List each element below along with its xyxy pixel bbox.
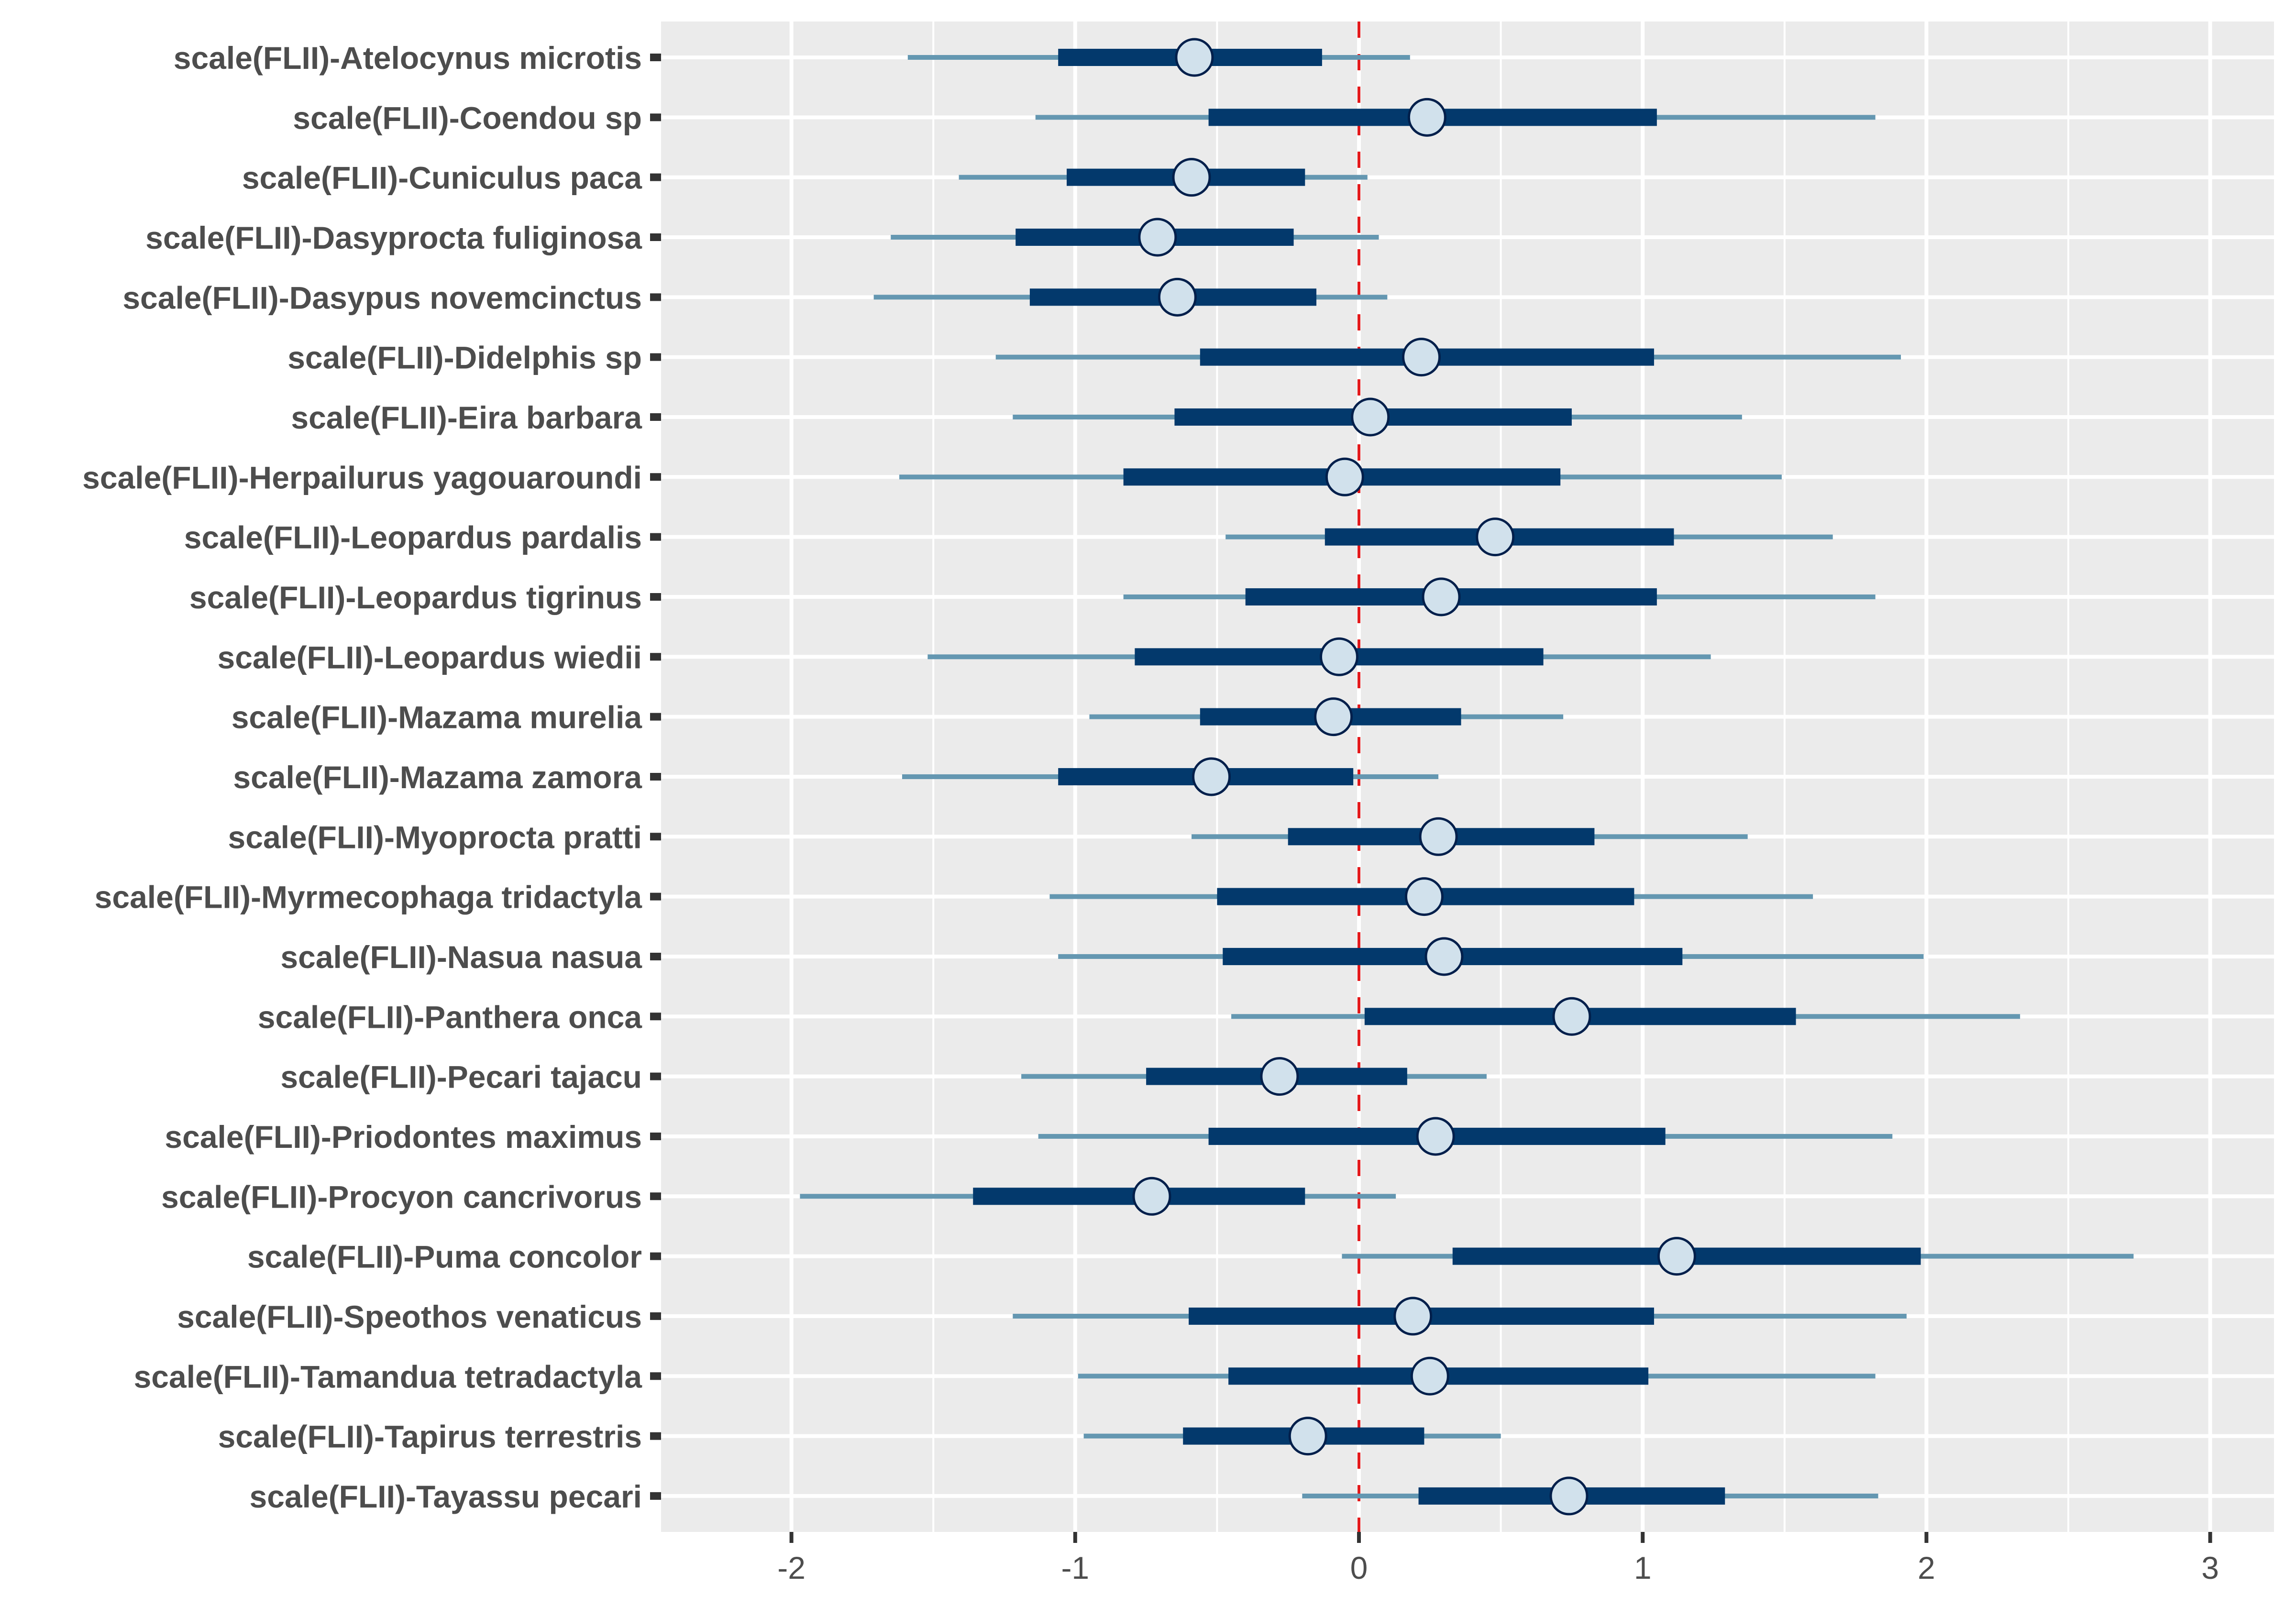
y-tick-label: scale(FLII)-Mazama murelia <box>232 700 643 735</box>
species-row <box>899 457 1782 496</box>
point-estimate <box>1132 1177 1171 1216</box>
y-tick-label: scale(FLII)-Panthera onca <box>258 999 643 1035</box>
y-tick-label: scale(FLII)-Speothos venaticus <box>177 1299 642 1334</box>
point-estimate <box>1424 937 1464 976</box>
point-estimate <box>1416 1117 1455 1156</box>
point-estimate <box>1419 817 1458 856</box>
x-tick-label: 3 <box>2201 1550 2219 1585</box>
x-tick-label: 0 <box>1350 1550 1368 1585</box>
y-tick-label: scale(FLII)-Tayassu pecari <box>250 1479 642 1514</box>
y-tick-label: scale(FLII)-Tapirus terrestris <box>218 1419 642 1454</box>
species-row <box>907 38 1410 77</box>
species-row <box>891 218 1379 257</box>
point-estimate <box>1393 1297 1433 1336</box>
y-tick-label: scale(FLII)-Puma concolor <box>247 1239 642 1275</box>
point-estimate <box>1422 577 1461 616</box>
point-estimate <box>1158 277 1197 317</box>
species-row <box>1013 1297 1907 1336</box>
y-tick-label: scale(FLII)-Nasua nasua <box>280 939 642 975</box>
point-estimate <box>1549 1476 1589 1516</box>
point-estimate <box>1319 637 1358 676</box>
species-row <box>1083 1417 1501 1456</box>
species-row <box>1089 697 1564 737</box>
species-row <box>902 757 1439 796</box>
species-row <box>1302 1476 1878 1516</box>
y-tick-label: scale(FLII)-Leopardus wiedii <box>218 639 642 675</box>
species-row <box>1049 877 1813 916</box>
species-row <box>1038 1117 1893 1156</box>
y-tick-label: scale(FLII)-Leopardus pardalis <box>184 520 642 555</box>
y-tick-label: scale(FLII)-Myrmecophaga tridactyla <box>95 880 643 915</box>
x-tick-label: 1 <box>1634 1550 1652 1585</box>
point-estimate <box>1172 158 1211 197</box>
y-tick-label: scale(FLII)-Atelocynus microtis <box>174 40 642 76</box>
y-tick-label: scale(FLII)-Eira barbara <box>291 400 642 435</box>
species-row <box>1078 1356 1876 1396</box>
species-row <box>1013 397 1742 437</box>
point-estimate <box>1404 877 1444 916</box>
species-row <box>800 1177 1396 1216</box>
y-tick-label: scale(FLII)-Myoprocta pratti <box>228 819 642 855</box>
species-row <box>1123 577 1876 616</box>
y-tick-label: scale(FLII)-Dasyprocta fuliginosa <box>145 220 642 255</box>
x-tick-label: -1 <box>1061 1550 1089 1585</box>
point-estimate <box>1552 997 1591 1036</box>
species-row <box>1035 98 1876 137</box>
species-row <box>1342 1237 2134 1276</box>
y-tick-label: scale(FLII)-Dasypus novemcinctus <box>122 280 642 315</box>
point-estimate <box>1192 757 1231 796</box>
point-estimate <box>1476 517 1515 557</box>
species-row <box>995 338 1901 377</box>
x-tick-label: 2 <box>1918 1550 1935 1585</box>
point-estimate <box>1138 218 1177 257</box>
point-estimate <box>1175 38 1214 77</box>
point-estimate <box>1657 1237 1696 1276</box>
y-tick-label: scale(FLII)-Herpailurus yagouaroundi <box>82 460 642 495</box>
y-tick-label: scale(FLII)-Leopardus tigrinus <box>189 580 642 615</box>
interval-marks <box>800 38 2134 1516</box>
y-tick-label: scale(FLII)-Cuniculus paca <box>242 160 642 196</box>
x-tick-label: -2 <box>777 1550 806 1585</box>
species-row <box>927 637 1711 676</box>
point-estimate <box>1351 397 1390 437</box>
point-estimate <box>1407 98 1446 137</box>
species-row <box>1231 997 2020 1036</box>
y-tick-label: scale(FLII)-Priodontes maximus <box>165 1119 642 1155</box>
species-row <box>1192 817 1748 856</box>
point-estimate <box>1325 457 1364 496</box>
point-estimate <box>1410 1356 1449 1396</box>
point-estimate <box>1402 338 1441 377</box>
y-tick-label: scale(FLII)-Pecari tajacu <box>280 1059 642 1095</box>
y-tick-label: scale(FLII)-Procyon cancrivorus <box>161 1179 642 1214</box>
point-estimate <box>1314 697 1353 737</box>
species-row <box>1021 1057 1487 1096</box>
species-row <box>1225 517 1833 557</box>
y-tick-label: scale(FLII)-Coendou sp <box>293 100 642 135</box>
species-row <box>873 277 1388 317</box>
y-axis: scale(FLII)-Atelocynus microtis scale(FLI… <box>82 40 661 1514</box>
y-tick-label: scale(FLII)-Mazama zamora <box>233 759 642 795</box>
species-row <box>1058 937 1924 976</box>
point-estimate <box>1288 1417 1327 1456</box>
x-axis: -2 -1 0 1 2 3 <box>777 1532 2219 1585</box>
y-tick-label: scale(FLII)-Didelphis sp <box>287 340 642 375</box>
point-estimate <box>1260 1057 1299 1096</box>
species-row <box>959 158 1368 197</box>
y-tick-label: scale(FLII)-Tamandua tetradactyla <box>134 1359 643 1394</box>
